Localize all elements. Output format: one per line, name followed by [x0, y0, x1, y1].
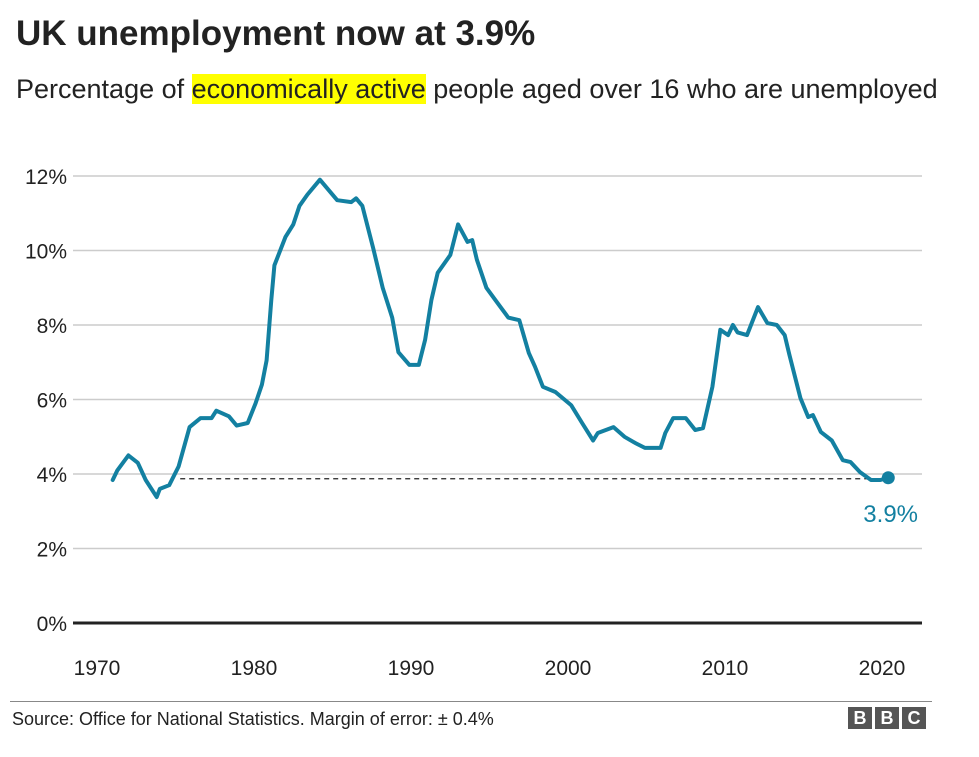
logo-letter: B: [875, 707, 899, 729]
subtitle-text: Percentage of: [16, 74, 192, 104]
latest-value-dot: [881, 471, 895, 485]
source-note: Source: Office for National Statistics. …: [12, 709, 494, 729]
y-tick-label: 2%: [37, 539, 67, 562]
x-tick-label: 2020: [859, 657, 906, 680]
logo-letter: B: [848, 707, 872, 729]
x-tick-label: 1990: [388, 657, 435, 680]
x-tick-label: 1970: [74, 657, 121, 680]
subtitle-highlight: economically active: [191, 74, 426, 104]
chart-subtitle: Percentage of economically active people…: [16, 72, 956, 106]
subtitle-text-end: people aged over 16 who are unemployed: [425, 74, 938, 104]
footer-divider: [10, 701, 932, 702]
x-tick-label: 1980: [231, 657, 278, 680]
x-tick-label: 2000: [545, 657, 592, 680]
y-tick-label: 12%: [25, 166, 67, 189]
y-tick-label: 8%: [37, 315, 67, 338]
y-tick-label: 10%: [25, 241, 67, 264]
x-tick-label: 2010: [702, 657, 749, 680]
y-tick-label: 6%: [37, 390, 67, 413]
unemployment-line: [110, 177, 891, 500]
y-tick-label: 0%: [37, 613, 67, 636]
latest-value-label: 3.9%: [863, 501, 918, 528]
chart-title: UK unemployment now at 3.9%: [16, 14, 536, 53]
logo-letter: C: [902, 707, 926, 729]
y-tick-label: 4%: [37, 464, 67, 487]
